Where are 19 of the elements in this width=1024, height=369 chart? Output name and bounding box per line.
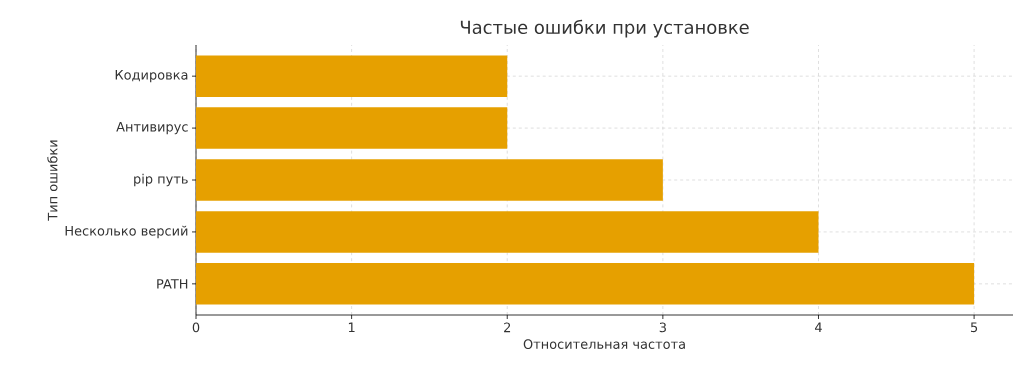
bar <box>196 263 975 305</box>
bar <box>196 159 663 201</box>
x-tick-label: 1 <box>348 322 355 332</box>
chart-title: Частые ошибки при установке <box>460 19 749 38</box>
y-tick-label: Кодировка <box>115 70 188 83</box>
x-tick-label: 2 <box>504 322 511 333</box>
x-axis-title: Относительная частота <box>523 339 685 349</box>
bar <box>196 211 819 253</box>
y-axis-title: Тип ошибки <box>47 140 58 221</box>
x-tick-label: 3 <box>659 322 666 333</box>
bar <box>196 55 508 97</box>
y-tick-label: PATH <box>157 279 188 289</box>
x-tick-label: 4 <box>814 322 822 332</box>
y-tick-label: Несколько версий <box>65 225 188 239</box>
y-tick-label: pip путь <box>134 173 188 187</box>
bar <box>196 107 508 149</box>
y-tick-label: Антивирус <box>116 122 188 135</box>
x-tick-label: 5 <box>970 322 978 333</box>
x-tick-label: 0 <box>192 322 200 333</box>
